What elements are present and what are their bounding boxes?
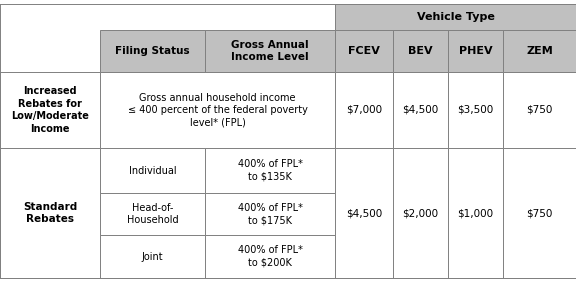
Bar [335,30,393,72]
Text: $2,000: $2,000 [403,208,438,218]
Text: BEV: BEV [408,46,433,56]
Text: 400% of FPL*
to $175K: 400% of FPL* to $175K [237,203,302,225]
Text: 400% of FPL*
to $200K: 400% of FPL* to $200K [237,245,302,268]
Text: PHEV: PHEV [458,46,492,56]
Text: $750: $750 [526,208,553,218]
Text: Individual: Individual [128,165,176,175]
Text: $750: $750 [526,105,553,115]
Bar [448,72,503,148]
Text: Standard
Rebates: Standard Rebates [23,202,77,224]
Bar [100,235,205,278]
Text: FCEV: FCEV [348,46,380,56]
Bar [205,30,335,72]
Bar [0,148,100,278]
Bar [503,72,576,148]
Bar [503,30,576,72]
Text: $3,500: $3,500 [457,105,494,115]
Bar [100,30,205,72]
Text: Gross annual household income
≤ 400 percent of the federal poverty
level* (FPL): Gross annual household income ≤ 400 perc… [127,93,308,127]
Text: Gross Annual
Income Level: Gross Annual Income Level [231,40,309,62]
Text: ZEM: ZEM [526,46,553,56]
Bar [100,72,335,148]
Bar [335,148,393,278]
Text: Filing Status: Filing Status [115,46,190,56]
Text: Head-of-
Household: Head-of- Household [127,203,179,225]
Text: Vehicle Type: Vehicle Type [416,12,494,22]
Bar [100,148,205,193]
Text: Increased
Rebates for
Low/Moderate
Income: Increased Rebates for Low/Moderate Incom… [11,86,89,133]
Bar [335,4,576,30]
Bar [393,148,448,278]
Bar [393,72,448,148]
Text: $4,500: $4,500 [346,208,382,218]
Bar [503,148,576,278]
Bar [0,72,100,148]
Text: $7,000: $7,000 [346,105,382,115]
Bar [205,193,335,235]
Bar [393,30,448,72]
Bar [205,148,335,193]
Bar [335,72,393,148]
Text: Joint: Joint [142,252,164,262]
Bar [205,235,335,278]
Bar [448,30,503,72]
Text: $4,500: $4,500 [403,105,439,115]
Text: 400% of FPL*
to $135K: 400% of FPL* to $135K [237,159,302,182]
Bar [100,193,205,235]
Bar [448,148,503,278]
Text: $1,000: $1,000 [457,208,494,218]
